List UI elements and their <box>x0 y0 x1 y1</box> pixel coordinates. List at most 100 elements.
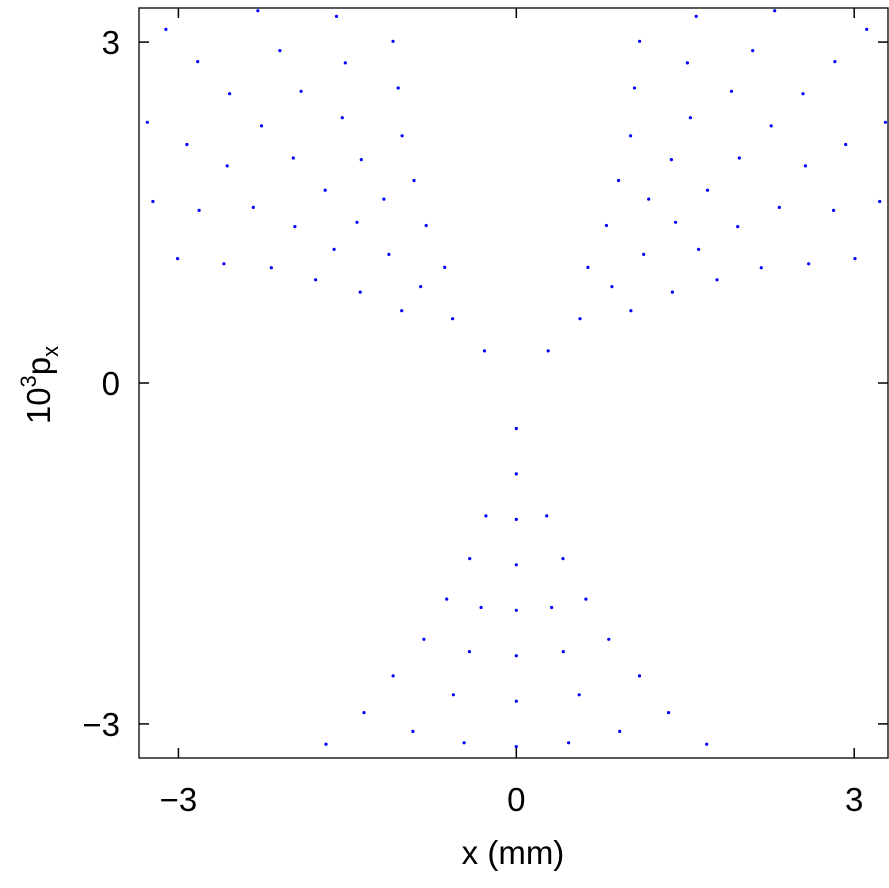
data-point <box>443 265 447 269</box>
data-point <box>514 426 518 431</box>
data-point <box>629 309 633 313</box>
data-point <box>259 124 264 128</box>
data-point <box>550 605 554 610</box>
data-point <box>632 86 637 90</box>
data-point <box>669 158 674 162</box>
data-point <box>878 199 882 204</box>
data-point <box>291 156 295 160</box>
data-point <box>462 741 466 745</box>
data-point <box>853 257 857 261</box>
data-point <box>737 156 741 160</box>
data-point <box>715 278 719 282</box>
data-point <box>387 252 391 256</box>
data-point <box>697 247 701 251</box>
data-points <box>145 9 888 749</box>
data-point <box>674 220 678 224</box>
data-point <box>514 472 518 476</box>
data-point <box>424 223 428 228</box>
data-point <box>145 120 149 124</box>
data-point <box>412 178 416 183</box>
data-point <box>637 674 642 678</box>
data-point <box>777 205 781 209</box>
data-point <box>382 197 386 201</box>
data-point <box>729 89 734 93</box>
data-point <box>468 557 472 561</box>
data-point <box>832 208 836 212</box>
data-point <box>561 650 565 654</box>
data-point <box>411 729 415 734</box>
data-point <box>584 597 588 601</box>
data-point <box>479 605 483 610</box>
data-point <box>358 290 362 294</box>
data-point <box>391 39 395 43</box>
data-point <box>638 39 642 43</box>
data-point <box>362 711 366 715</box>
data-point <box>278 49 282 53</box>
data-point <box>451 693 455 697</box>
data-point <box>196 60 200 64</box>
data-point <box>400 309 404 313</box>
y-axis-label-prefix: 10 <box>20 387 57 424</box>
data-point <box>773 9 777 13</box>
data-point <box>334 14 339 18</box>
data-point <box>685 61 690 65</box>
data-point <box>482 349 487 353</box>
data-point <box>391 674 395 678</box>
data-point <box>769 124 773 128</box>
data-point <box>324 742 328 746</box>
data-point <box>225 164 229 168</box>
data-point <box>618 729 622 734</box>
data-point <box>670 290 675 294</box>
data-point <box>222 262 226 266</box>
data-point <box>269 266 273 270</box>
y-tick-label: −3 <box>82 706 120 743</box>
data-point <box>422 637 426 641</box>
data-point <box>359 158 363 162</box>
data-point <box>396 86 400 90</box>
data-point <box>647 197 651 201</box>
data-point <box>844 142 848 147</box>
data-point <box>607 637 611 641</box>
data-point <box>694 14 698 18</box>
data-point <box>256 9 260 13</box>
data-point <box>759 266 763 270</box>
data-point <box>514 608 518 612</box>
y-axis-label-sub: x <box>38 346 63 357</box>
y-axis-label-sup: 3 <box>16 375 41 387</box>
y-tick-label: 3 <box>102 24 120 61</box>
data-point <box>578 317 582 321</box>
data-point <box>567 741 571 745</box>
data-point <box>514 517 518 522</box>
data-point <box>604 223 609 228</box>
data-point <box>176 257 180 261</box>
data-point <box>688 116 693 120</box>
data-point <box>314 278 318 282</box>
data-point <box>833 60 837 64</box>
x-tick-label: 3 <box>845 781 863 818</box>
x-tick-label: −3 <box>160 781 198 818</box>
x-tick-label: 0 <box>507 781 525 818</box>
data-point <box>865 27 869 31</box>
data-point <box>667 711 671 715</box>
data-point <box>228 92 232 96</box>
x-tick-labels: −3 0 3 <box>160 781 864 818</box>
data-point <box>185 142 189 147</box>
data-point <box>467 650 471 654</box>
data-point <box>546 349 550 353</box>
x-axis-label: x (mm) <box>462 834 565 871</box>
data-point <box>705 188 710 192</box>
data-point <box>610 285 614 289</box>
data-point <box>251 205 255 209</box>
data-point <box>514 699 518 703</box>
data-point <box>445 597 449 601</box>
data-point <box>561 557 565 561</box>
data-point <box>577 693 581 697</box>
data-point <box>164 27 168 31</box>
data-point <box>586 265 590 269</box>
data-point <box>332 247 336 251</box>
data-point <box>617 178 621 183</box>
data-point <box>514 563 518 567</box>
data-point <box>400 134 404 138</box>
data-point <box>419 285 423 289</box>
